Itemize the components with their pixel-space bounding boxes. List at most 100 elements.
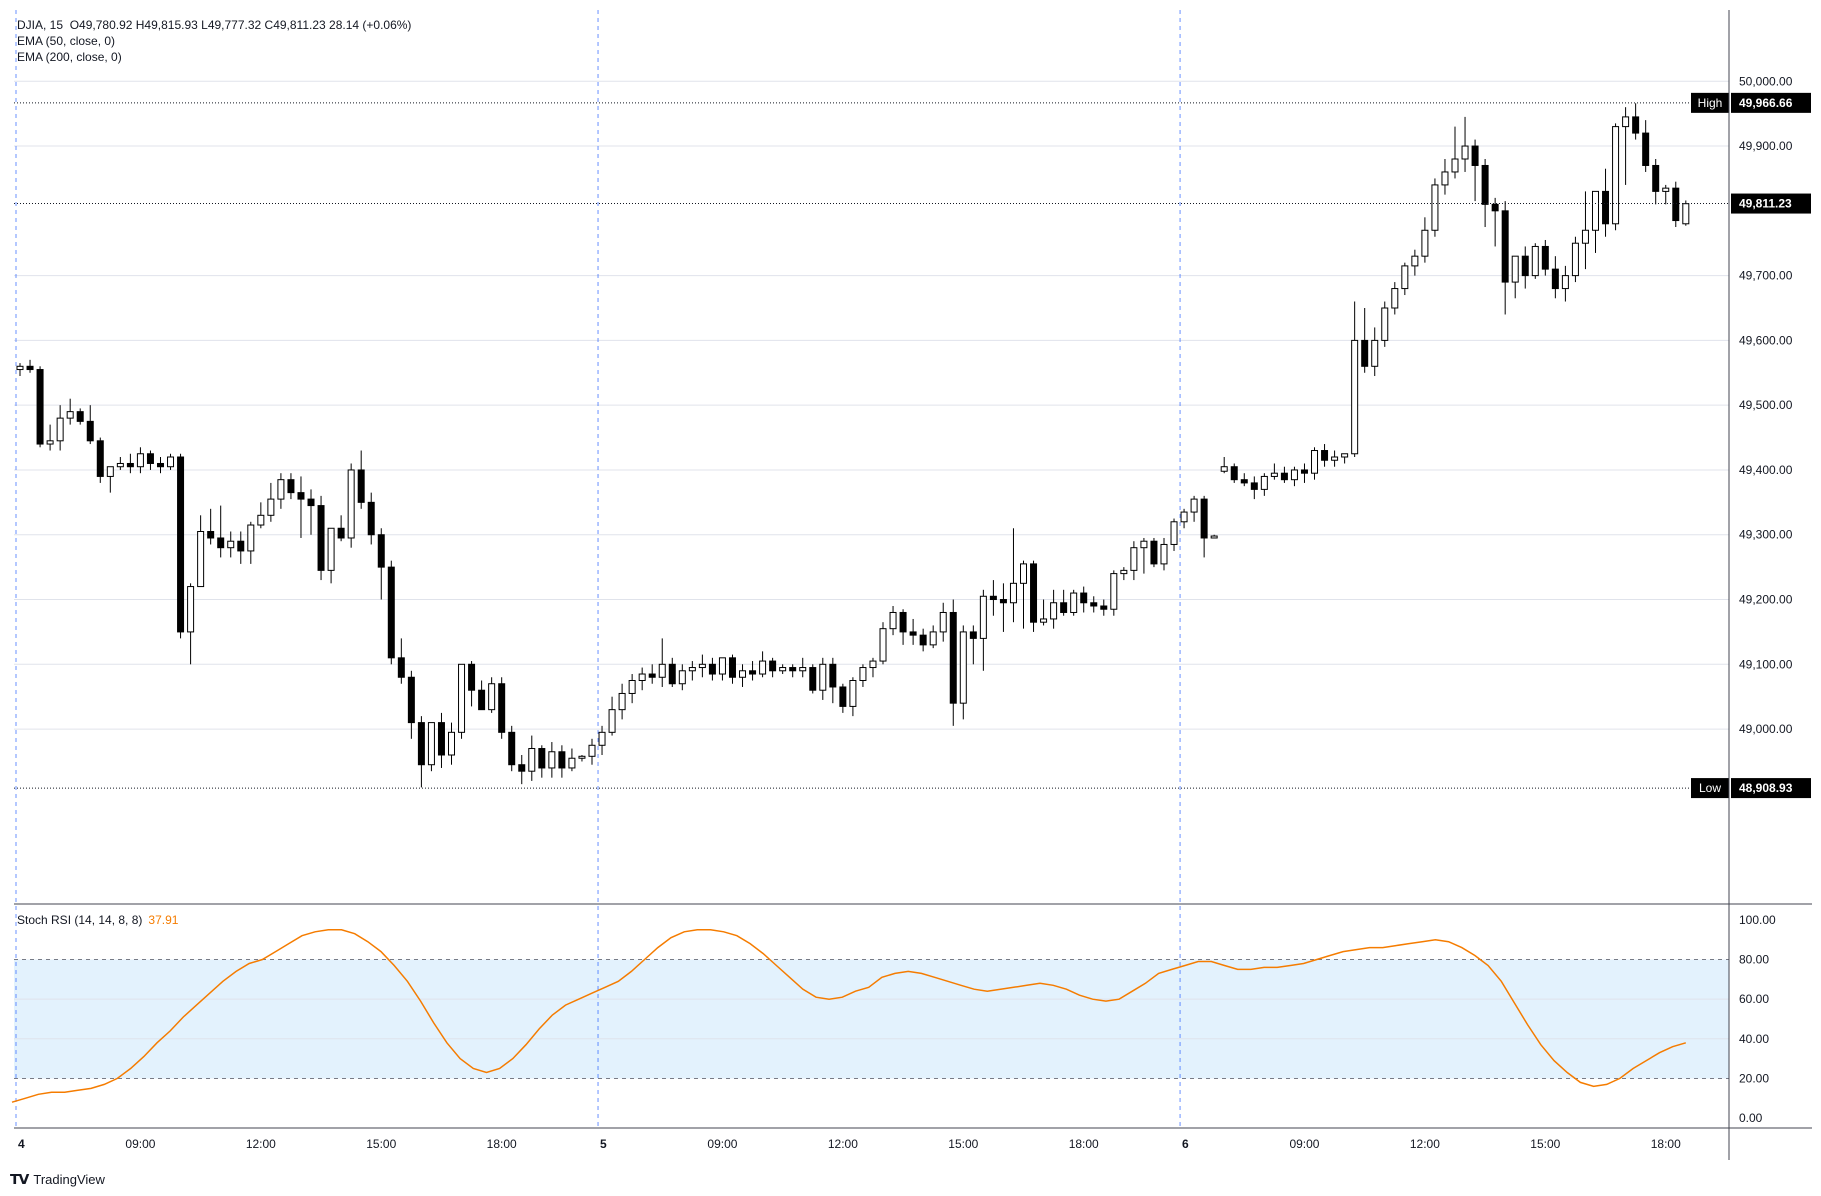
candle-body (1240, 479, 1248, 484)
stoch-gridlines (14, 959, 1729, 1079)
candle-body (297, 492, 305, 500)
time-tick-label: 12:00 (1410, 1137, 1440, 1151)
candle-body (347, 469, 355, 539)
candle-body (1140, 540, 1148, 549)
time-tick-label: 18:00 (1651, 1137, 1681, 1151)
time-tick-label: 6 (1182, 1137, 1189, 1151)
candle-body (688, 667, 696, 672)
candle-body (1200, 498, 1208, 539)
candle-body (508, 731, 516, 766)
candle-body (678, 670, 686, 685)
stoch-value: 37.91 (148, 913, 179, 927)
candle-body (1009, 582, 1017, 604)
time-tick-label: 09:00 (707, 1137, 737, 1151)
candle-body (1662, 187, 1670, 192)
candle-body (86, 420, 94, 442)
candle-body (1321, 450, 1329, 461)
candle-body (357, 469, 365, 503)
candle-body (26, 365, 34, 371)
candle-body (1491, 203, 1499, 212)
candle-body (1250, 482, 1258, 490)
candle-body (979, 595, 987, 639)
candle-body (387, 566, 395, 659)
candle-body (869, 660, 877, 669)
candle-body (1270, 472, 1278, 477)
stoch-rsi-line (11, 929, 1687, 1103)
candle-body (146, 453, 154, 464)
candle-body (1371, 339, 1379, 367)
candle-body (488, 683, 496, 711)
candle-body (1481, 164, 1489, 205)
price-tick-label: 49,500.00 (1739, 398, 1793, 412)
candle-body (779, 667, 787, 672)
candle-body (1280, 472, 1288, 481)
candle-body (458, 663, 466, 733)
candle-body (1190, 498, 1198, 513)
candle-body (668, 663, 676, 685)
time-tick-label: 12:00 (246, 1137, 276, 1151)
low-marker-tag: Low (1699, 781, 1721, 795)
stoch-tick-label: 0.00 (1739, 1111, 1763, 1125)
candle-body (708, 663, 716, 675)
candle-body (608, 709, 616, 733)
time-tick-label: 15:00 (1530, 1137, 1560, 1151)
ema200-label[interactable]: EMA (200, close, 0) (17, 50, 122, 64)
candle-body (237, 540, 245, 552)
candle-body (1260, 475, 1268, 490)
price-tick-label: 49,400.00 (1739, 463, 1793, 477)
candle-body (1040, 618, 1048, 623)
candle-body (899, 611, 907, 633)
candle-body (257, 514, 265, 526)
price-gridlines (14, 80, 1729, 730)
candle-body (728, 657, 736, 678)
candle-body (759, 660, 767, 675)
tradingview-brand[interactable]: 𝗧𝗩 TradingView (10, 1171, 105, 1188)
price-markers: High 49,966.66 Low 48,908.93 49,811.23 (14, 92, 1811, 799)
candle-body (317, 505, 325, 571)
candle-body (989, 595, 997, 601)
candle-body (1160, 543, 1168, 565)
candle-body (1461, 145, 1469, 160)
price-tick-label: 49,300.00 (1739, 528, 1793, 542)
candle-body (1642, 132, 1650, 166)
candle-body (1150, 540, 1158, 565)
candle-body (478, 689, 486, 711)
candle-body (417, 722, 425, 766)
stoch-rsi-series (11, 929, 1687, 1103)
candle-body (628, 680, 636, 694)
candle-body (879, 628, 887, 662)
candle-body (1381, 307, 1389, 341)
candle-body (307, 498, 315, 507)
candle-body (76, 411, 84, 422)
candle-body (849, 680, 857, 707)
candle-body (1170, 521, 1178, 545)
price-tick-label: 49,200.00 (1739, 593, 1793, 607)
candle-body (518, 764, 526, 772)
candle-body (66, 411, 74, 419)
candle-body (568, 757, 576, 769)
candle-body (1341, 453, 1349, 458)
time-tick-label: 4 (18, 1137, 25, 1151)
candle-body (1411, 255, 1419, 267)
candle-body (1391, 288, 1399, 309)
candle-body (1100, 605, 1108, 610)
candle-body (859, 667, 867, 681)
candle-body (839, 686, 847, 707)
candle-body (156, 462, 164, 468)
candle-body (1220, 466, 1228, 472)
stoch-label[interactable]: Stoch RSI (14, 14, 8, 8) (17, 913, 143, 927)
candle-body (217, 537, 225, 549)
stoch-tick-label: 40.00 (1739, 1032, 1769, 1046)
candle-body (96, 440, 104, 477)
high-marker-price-label: 49,966.66 (1739, 96, 1793, 110)
candle-body (267, 498, 275, 516)
symbol-label[interactable]: DJIA, 15 (17, 18, 64, 32)
ema50-label[interactable]: EMA (50, close, 0) (17, 34, 116, 48)
session-separators (15, 10, 1181, 1128)
candle-body (598, 731, 606, 746)
candle-body (829, 663, 837, 688)
candle-body (197, 531, 205, 588)
candle-body (116, 462, 124, 468)
price-tick-label: 49,100.00 (1739, 657, 1793, 671)
